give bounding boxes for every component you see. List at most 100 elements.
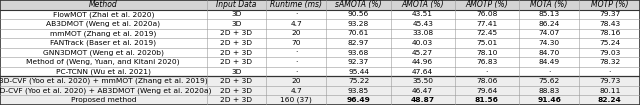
Text: 93.28: 93.28 [348,21,369,27]
Bar [519,95,579,105]
Text: 93.85: 93.85 [348,88,369,94]
Text: 78.16: 78.16 [599,30,620,36]
Bar [579,0,640,10]
Bar [326,10,390,19]
Text: 78.32: 78.32 [599,59,620,65]
Bar [266,67,326,76]
Text: FANTrack (Baser et al. 2019): FANTrack (Baser et al. 2019) [50,40,156,46]
Bar [266,38,326,48]
Text: 70: 70 [291,40,301,46]
Text: GNN3DMOT (Weng et al. 2020b): GNN3DMOT (Weng et al. 2020b) [43,49,164,56]
Bar [579,57,640,67]
Bar [326,19,390,29]
Text: 91.46: 91.46 [537,97,561,103]
Text: 85.13: 85.13 [539,11,560,17]
Text: 92.37: 92.37 [348,59,369,65]
Bar [519,57,579,67]
Text: ·: · [295,11,298,17]
Text: 45.43: 45.43 [412,21,433,27]
Bar [207,57,266,67]
Bar [455,38,519,48]
Text: 3D-CVF (Yoo et al. 2020) + AB3DMOT (Weng et al. 2020a): 3D-CVF (Yoo et al. 2020) + AB3DMOT (Weng… [0,87,211,94]
Bar [0,67,207,76]
Text: ·: · [609,69,611,75]
Bar [0,19,207,29]
Text: sAMOTA (%): sAMOTA (%) [335,0,382,9]
Bar [519,29,579,38]
Bar [326,67,390,76]
Bar [455,29,519,38]
Bar [390,19,455,29]
Text: 3D: 3D [231,11,241,17]
Bar [266,76,326,86]
Text: 84.70: 84.70 [538,49,560,56]
Text: 40.03: 40.03 [412,40,433,46]
Bar [455,95,519,105]
Bar [579,86,640,95]
Bar [207,19,266,29]
Text: mmMOT (Zhang et al. 2019): mmMOT (Zhang et al. 2019) [50,30,156,37]
Text: 3D: 3D [231,69,241,75]
Bar [207,76,266,86]
Text: 2D + 3D: 2D + 3D [220,59,252,65]
Text: 47.64: 47.64 [412,69,433,75]
Text: Proposed method: Proposed method [70,97,136,103]
Text: FlowMOT (Zhai et al. 2020): FlowMOT (Zhai et al. 2020) [52,11,154,18]
Text: ·: · [295,49,298,56]
Text: 80.11: 80.11 [599,88,620,94]
Text: 33.08: 33.08 [412,30,433,36]
Bar [519,19,579,29]
Bar [519,10,579,19]
Bar [579,67,640,76]
Text: 2D + 3D: 2D + 3D [220,78,252,84]
Bar [266,19,326,29]
Bar [455,67,519,76]
Bar [455,86,519,95]
Bar [0,38,207,48]
Bar [0,57,207,67]
Text: Method: Method [89,0,118,9]
Text: 45.27: 45.27 [412,49,433,56]
Text: Input Data: Input Data [216,0,257,9]
Text: AMOTP (%): AMOTP (%) [465,0,508,9]
Bar [266,0,326,10]
Text: ·: · [295,69,298,75]
Bar [207,48,266,57]
Bar [207,86,266,95]
Text: 74.30: 74.30 [539,40,560,46]
Bar [326,95,390,105]
Bar [390,67,455,76]
Text: 2D + 3D: 2D + 3D [220,30,252,36]
Bar [0,29,207,38]
Bar [519,76,579,86]
Text: 96.49: 96.49 [347,97,371,103]
Bar [326,38,390,48]
Text: 2D + 3D: 2D + 3D [220,97,252,103]
Text: 79.03: 79.03 [599,49,620,56]
Text: 82.24: 82.24 [598,97,621,103]
Text: 75.24: 75.24 [599,40,620,46]
Bar [455,19,519,29]
Text: 79.73: 79.73 [599,78,620,84]
Bar [390,95,455,105]
Bar [266,10,326,19]
Text: MOTP (%): MOTP (%) [591,0,628,9]
Text: 75.01: 75.01 [476,40,497,46]
Bar [519,67,579,76]
Text: 79.64: 79.64 [476,88,497,94]
Bar [0,48,207,57]
Text: 82.97: 82.97 [348,40,369,46]
Text: 81.56: 81.56 [475,97,499,103]
Bar [207,29,266,38]
Text: 75.22: 75.22 [348,78,369,84]
Bar [455,76,519,86]
Bar [519,86,579,95]
Bar [579,48,640,57]
Bar [266,48,326,57]
Text: 2D + 3D: 2D + 3D [220,40,252,46]
Text: ·: · [548,69,550,75]
Bar [326,48,390,57]
Text: 2D + 3D: 2D + 3D [220,49,252,56]
Text: 78.06: 78.06 [476,78,497,84]
Bar [519,48,579,57]
